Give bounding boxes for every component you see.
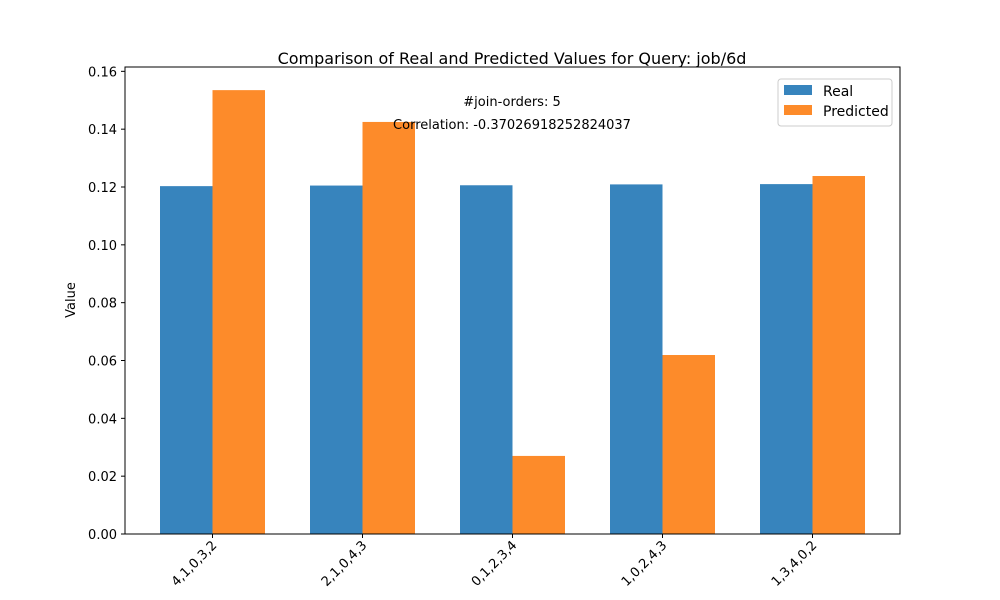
bar-real-4 [760,184,813,534]
y-tick-label-0: 0.00 [88,528,117,543]
bar-predicted-3 [662,355,715,534]
bars-group [160,90,865,535]
legend-swatch-real [784,85,812,95]
bar-predicted-2 [512,455,565,534]
bar-predicted-0 [212,90,265,535]
bar-predicted-1 [362,121,415,535]
y-tick-label-1: 0.02 [88,470,117,485]
legend-swatch-predicted [784,105,812,115]
y-tick-label-4: 0.08 [88,297,117,312]
bar-real-2 [460,185,513,534]
x-tick-label-2: 0,1,2,3,4 [469,538,521,590]
y-tick-label-2: 0.04 [88,412,117,427]
y-axis-ticks: 0.00 0.02 0.04 0.06 0.08 0.10 0.12 0.14 0.16 [88,65,125,543]
legend: Real Predicted [777,78,893,127]
y-tick-label-3: 0.06 [88,355,117,370]
y-tick-label-8: 0.16 [88,65,117,80]
annotation-join-orders: #join-orders: 5 [463,95,560,110]
bar-real-1 [310,185,363,534]
y-tick-label-5: 0.10 [88,239,117,254]
x-axis-ticks: 4,1,0,3,2 2,1,0,4,3 0,1,2,3,4 1,0,2,4,3 1,3,… [169,534,821,590]
y-axis-label: Value [64,282,79,318]
annotation-correlation: Correlation: -0.37026918252824037 [393,118,631,133]
y-tick-label-6: 0.12 [88,181,117,196]
legend-label-predicted: Predicted [823,104,889,120]
bar-predicted-4 [812,176,865,534]
x-tick-label-1: 2,1,0,4,3 [319,538,371,590]
y-tick-label-7: 0.14 [88,123,117,138]
legend-label-real: Real [823,84,853,100]
plot-frame [124,66,901,535]
bar-real-0 [160,186,213,534]
chart-title: Comparison of Real and Predicted Values … [278,49,747,68]
bar-real-3 [610,184,663,534]
x-tick-label-0: 4,1,0,3,2 [169,538,221,590]
x-tick-label-3: 1,0,2,4,3 [619,538,671,590]
x-tick-label-4: 1,3,4,0,2 [769,538,821,590]
